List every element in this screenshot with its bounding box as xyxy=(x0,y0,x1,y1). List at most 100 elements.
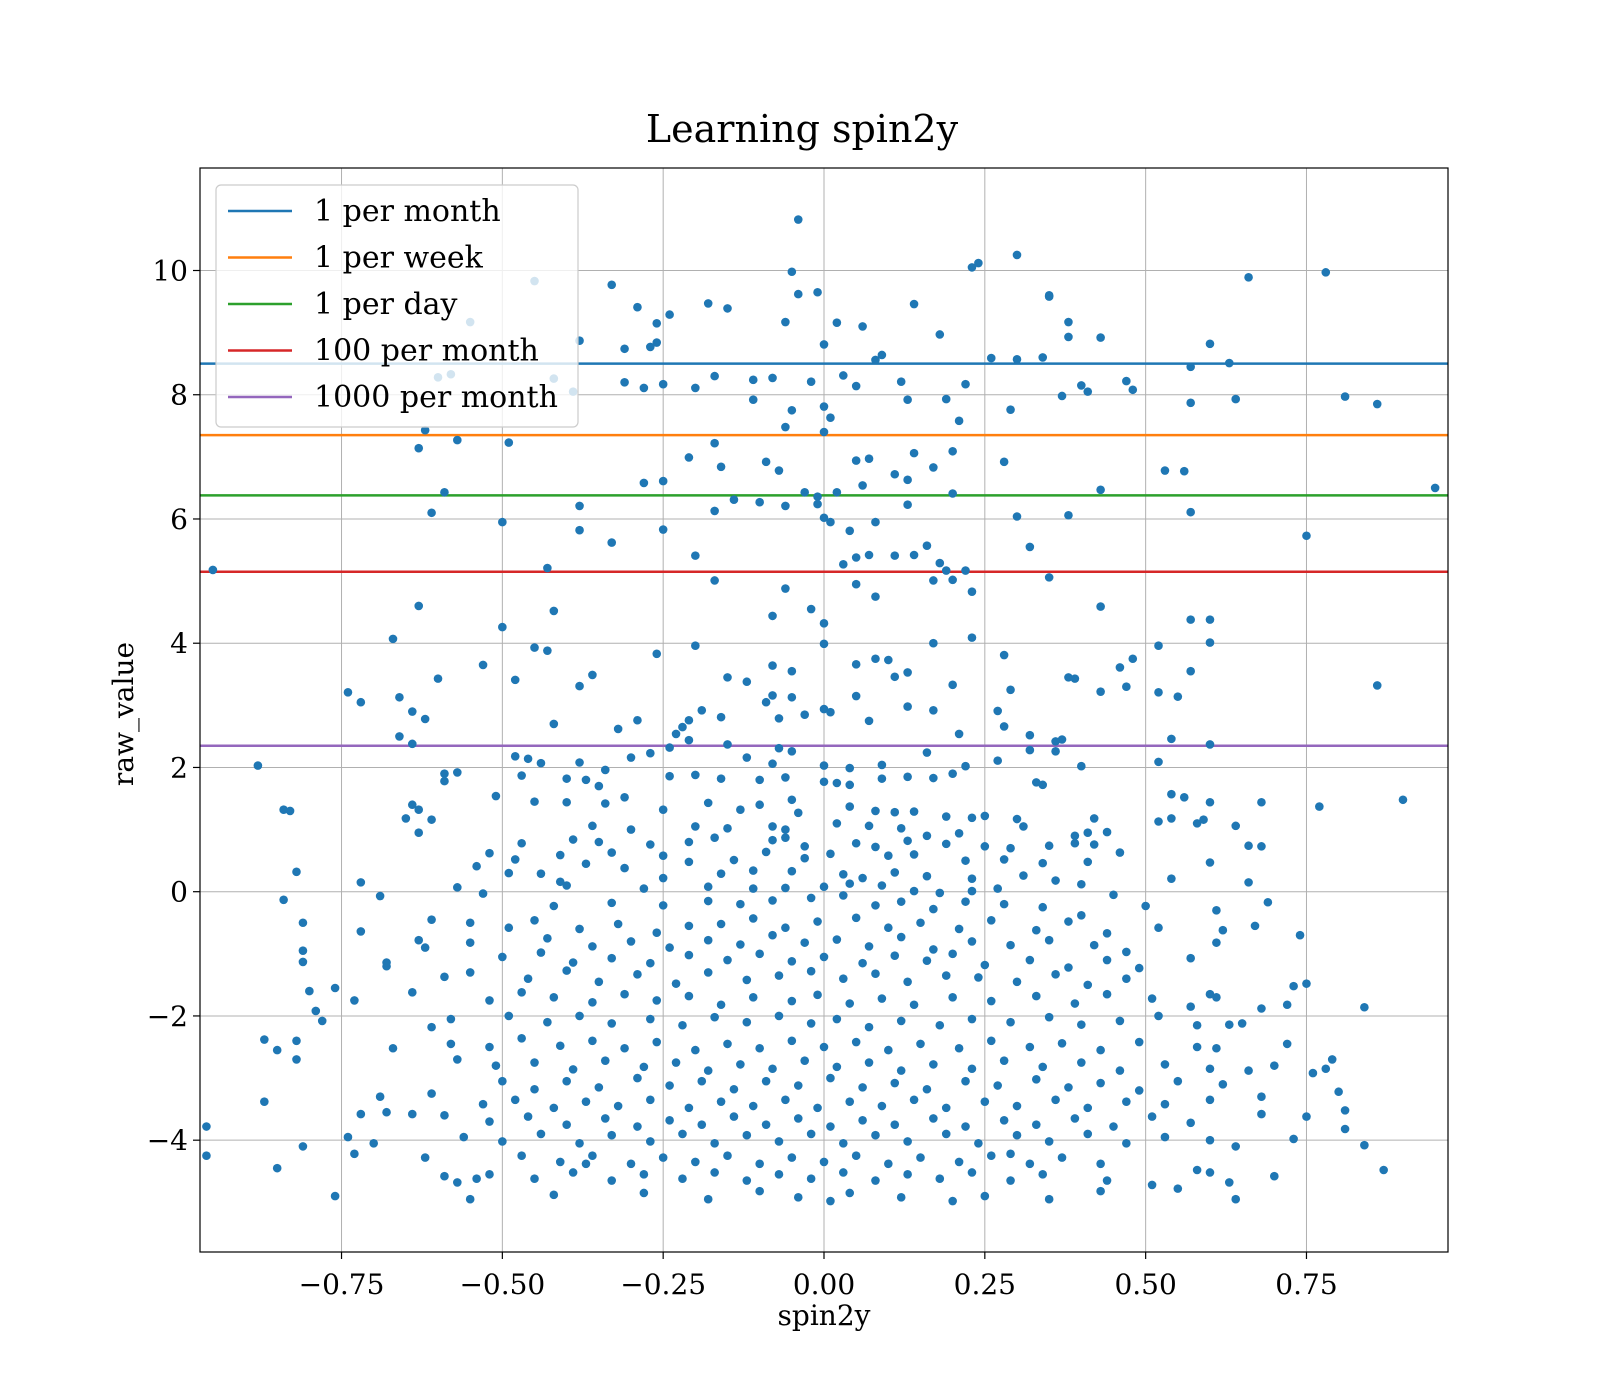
scatter-point xyxy=(697,706,707,715)
scatter-point xyxy=(890,551,900,560)
scatter-point xyxy=(748,1101,758,1111)
scatter-point xyxy=(864,942,874,951)
scatter-point xyxy=(896,1066,906,1075)
scatter-point xyxy=(1012,250,1022,260)
scatter-point xyxy=(1212,906,1221,915)
scatter-point xyxy=(1360,1002,1369,1012)
scatter-point xyxy=(736,940,745,949)
scatter-point xyxy=(607,1130,617,1140)
scatter-point xyxy=(1096,333,1105,342)
scatter-point xyxy=(851,381,861,391)
scatter-point xyxy=(736,805,745,815)
scatter-point xyxy=(652,649,662,659)
scatter-point xyxy=(929,773,938,783)
scatter-point xyxy=(1019,871,1028,880)
scatter-point xyxy=(1006,843,1015,853)
scatter-point xyxy=(465,938,475,947)
scatter-point xyxy=(1205,740,1215,749)
scatter-point xyxy=(1250,921,1260,931)
scatter-point xyxy=(774,466,784,475)
scatter-point xyxy=(884,1045,893,1055)
scatter-point xyxy=(446,1014,456,1024)
scatter-point xyxy=(1224,1178,1234,1187)
scatter-point xyxy=(903,475,912,485)
scatter-point xyxy=(1173,1076,1183,1086)
scatter-point xyxy=(1205,339,1215,349)
scatter-point xyxy=(877,994,887,1003)
scatter-point xyxy=(1109,890,1118,900)
scatter-point xyxy=(1096,485,1105,495)
scatter-point xyxy=(787,996,797,1006)
scatter-point xyxy=(420,1153,430,1162)
scatter-point xyxy=(1270,1171,1279,1181)
scatter-point xyxy=(581,1097,591,1106)
scatter-point xyxy=(652,319,662,328)
scatter-point xyxy=(999,855,1009,864)
scatter-point xyxy=(980,960,990,970)
scatter-point xyxy=(703,299,713,308)
scatter-point xyxy=(279,895,288,905)
scatter-point xyxy=(1038,353,1048,362)
scatter-point xyxy=(1057,391,1067,401)
scatter-point xyxy=(581,859,591,869)
legend-label: 100 per month xyxy=(314,334,539,369)
scatter-point xyxy=(504,868,514,878)
scatter-point xyxy=(748,866,758,875)
scatter-point xyxy=(819,761,829,770)
scatter-point xyxy=(1089,814,1099,823)
scatter-point xyxy=(1186,953,1195,963)
scatter-point xyxy=(787,747,797,756)
scatter-point xyxy=(588,942,597,951)
scatter-point xyxy=(909,550,919,560)
scatter-point xyxy=(806,966,816,976)
scatter-point xyxy=(948,1196,957,1206)
scatter-point xyxy=(523,1112,533,1121)
scatter-point xyxy=(626,825,636,834)
scatter-point xyxy=(1295,930,1305,940)
scatter-point xyxy=(658,1153,668,1162)
scatter-points xyxy=(202,215,1440,1206)
scatter-point xyxy=(498,1137,507,1146)
scatter-point xyxy=(568,835,578,844)
scatter-point xyxy=(935,558,945,568)
y-axis-label: raw_value xyxy=(107,642,140,786)
scatter-point xyxy=(1270,1061,1279,1070)
scatter-point xyxy=(427,915,436,924)
scatter-point xyxy=(1012,977,1022,987)
scatter-point xyxy=(440,776,449,786)
scatter-point xyxy=(890,1120,900,1129)
scatter-point xyxy=(356,1109,366,1119)
scatter-point xyxy=(1025,745,1035,755)
scatter-point xyxy=(620,863,629,873)
scatter-point xyxy=(1212,1043,1221,1053)
scatter-point xyxy=(826,517,835,527)
scatter-point xyxy=(427,1022,436,1032)
scatter-point xyxy=(703,798,713,808)
scatter-point xyxy=(922,831,932,841)
scatter-point xyxy=(1154,1011,1163,1021)
scatter-point xyxy=(909,448,919,458)
scatter-point xyxy=(903,668,912,677)
scatter-point xyxy=(684,453,694,462)
scatter-point xyxy=(884,655,893,665)
scatter-point xyxy=(787,1153,797,1162)
scatter-point xyxy=(1192,1042,1202,1052)
scatter-point xyxy=(1115,1016,1125,1026)
scatter-point xyxy=(1006,940,1015,950)
scatter-point xyxy=(1192,1165,1202,1175)
scatter-point xyxy=(375,891,385,901)
scatter-point xyxy=(620,378,629,387)
scatter-point xyxy=(639,884,649,893)
scatter-point xyxy=(575,501,584,511)
scatter-point xyxy=(871,1130,880,1140)
scatter-point xyxy=(555,1157,565,1167)
scatter-point xyxy=(671,1058,681,1067)
scatter-point xyxy=(974,973,983,982)
scatter-point xyxy=(781,825,790,834)
scatter-point xyxy=(1096,1078,1105,1088)
scatter-point xyxy=(723,824,732,833)
scatter-point xyxy=(1160,1060,1170,1069)
scatter-point xyxy=(1372,681,1382,690)
scatter-point xyxy=(1115,663,1125,672)
scatter-point xyxy=(658,476,668,486)
